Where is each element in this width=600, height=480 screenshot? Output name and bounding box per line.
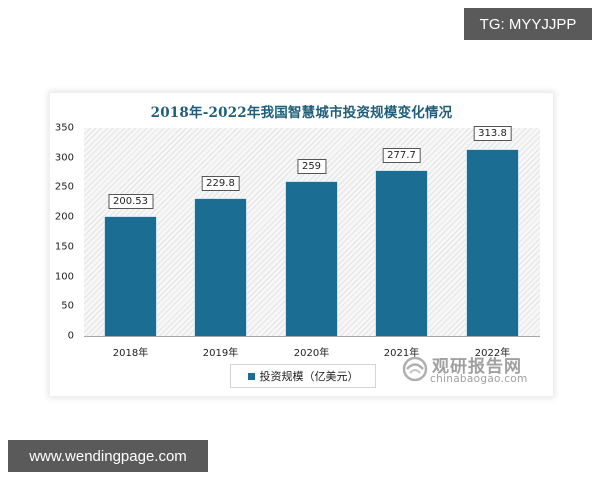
y-tick: 100 (54, 271, 74, 283)
chart-card: 2018年-2022年我国智慧城市投资规模变化情况 0 50 100 150 2… (50, 93, 553, 396)
value-label: 229.8 (201, 176, 240, 191)
bar-2020[interactable] (286, 182, 337, 336)
legend-label: 投资规模（亿美元） (259, 370, 359, 383)
bar-2022[interactable] (467, 149, 518, 336)
x-tick: 2018年 (112, 348, 149, 359)
y-tick: 50 (61, 300, 74, 312)
watermark-logo-icon (402, 356, 428, 382)
watermark-cn: 观研报告网 (432, 357, 522, 377)
y-tick: 150 (54, 241, 74, 253)
bar-2021[interactable] (376, 170, 427, 336)
website-url-badge: www.wendingpage.com (8, 440, 208, 472)
watermark: 观研报告网 chinabaogao.com (402, 352, 550, 392)
value-label: 277.7 (382, 148, 421, 163)
y-tick: 300 (54, 152, 74, 164)
x-tick: 2019年 (202, 348, 239, 359)
bar-2019[interactable] (195, 199, 246, 336)
watermark-en: chinabaogao.com (430, 373, 528, 385)
value-label: 259 (296, 159, 327, 174)
legend-swatch (247, 372, 255, 380)
telegram-tag-badge: TG: MYYJJPP (464, 8, 592, 40)
value-label: 200.53 (108, 194, 153, 209)
plot-area: 200.53 229.8 259 277.7 313.8 (84, 126, 540, 336)
y-tick: 250 (54, 181, 74, 193)
x-tick: 2022年 (474, 348, 511, 359)
x-axis-line (84, 336, 540, 337)
y-tick: 0 (67, 330, 74, 342)
x-tick: 2021年 (383, 348, 420, 359)
value-label: 313.8 (473, 126, 512, 141)
x-tick: 2020年 (293, 348, 330, 359)
chart-title: 2018年-2022年我国智慧城市投资规模变化情况 (150, 105, 453, 121)
y-tick: 350 (54, 122, 74, 134)
y-tick: 200 (54, 211, 74, 223)
bar-2018[interactable] (105, 216, 156, 336)
chart-legend: 投资规模（亿美元） (230, 364, 376, 388)
